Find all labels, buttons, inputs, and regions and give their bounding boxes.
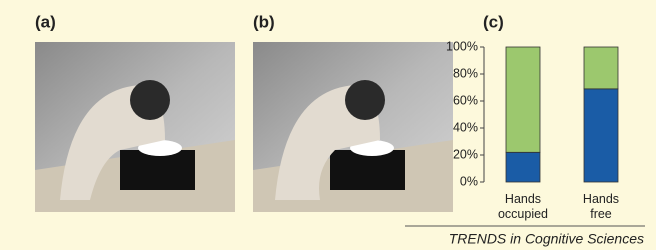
photo-b — [253, 42, 453, 212]
panel-label: (b) — [253, 12, 275, 31]
footer: TRENDS in Cognitive Sciences — [449, 231, 644, 247]
y-tick-label: 100% — [446, 39, 478, 53]
y-tick-label: 60% — [453, 93, 478, 107]
y-tick-label: 40% — [453, 120, 478, 134]
bar-segment — [506, 152, 540, 182]
bar-segment — [584, 89, 618, 182]
bar-segment — [584, 47, 618, 89]
y-tick-label: 20% — [453, 147, 478, 161]
y-tick-label: 0% — [460, 174, 478, 188]
figure: (a) (b) (c) TRENDS in Cognitive Sciences… — [0, 0, 656, 250]
bar-segment — [506, 47, 540, 152]
photo-a — [35, 42, 235, 212]
panel-label: (a) — [35, 12, 56, 31]
panel-label: (c) — [483, 12, 504, 31]
y-tick-label: 80% — [453, 66, 478, 80]
